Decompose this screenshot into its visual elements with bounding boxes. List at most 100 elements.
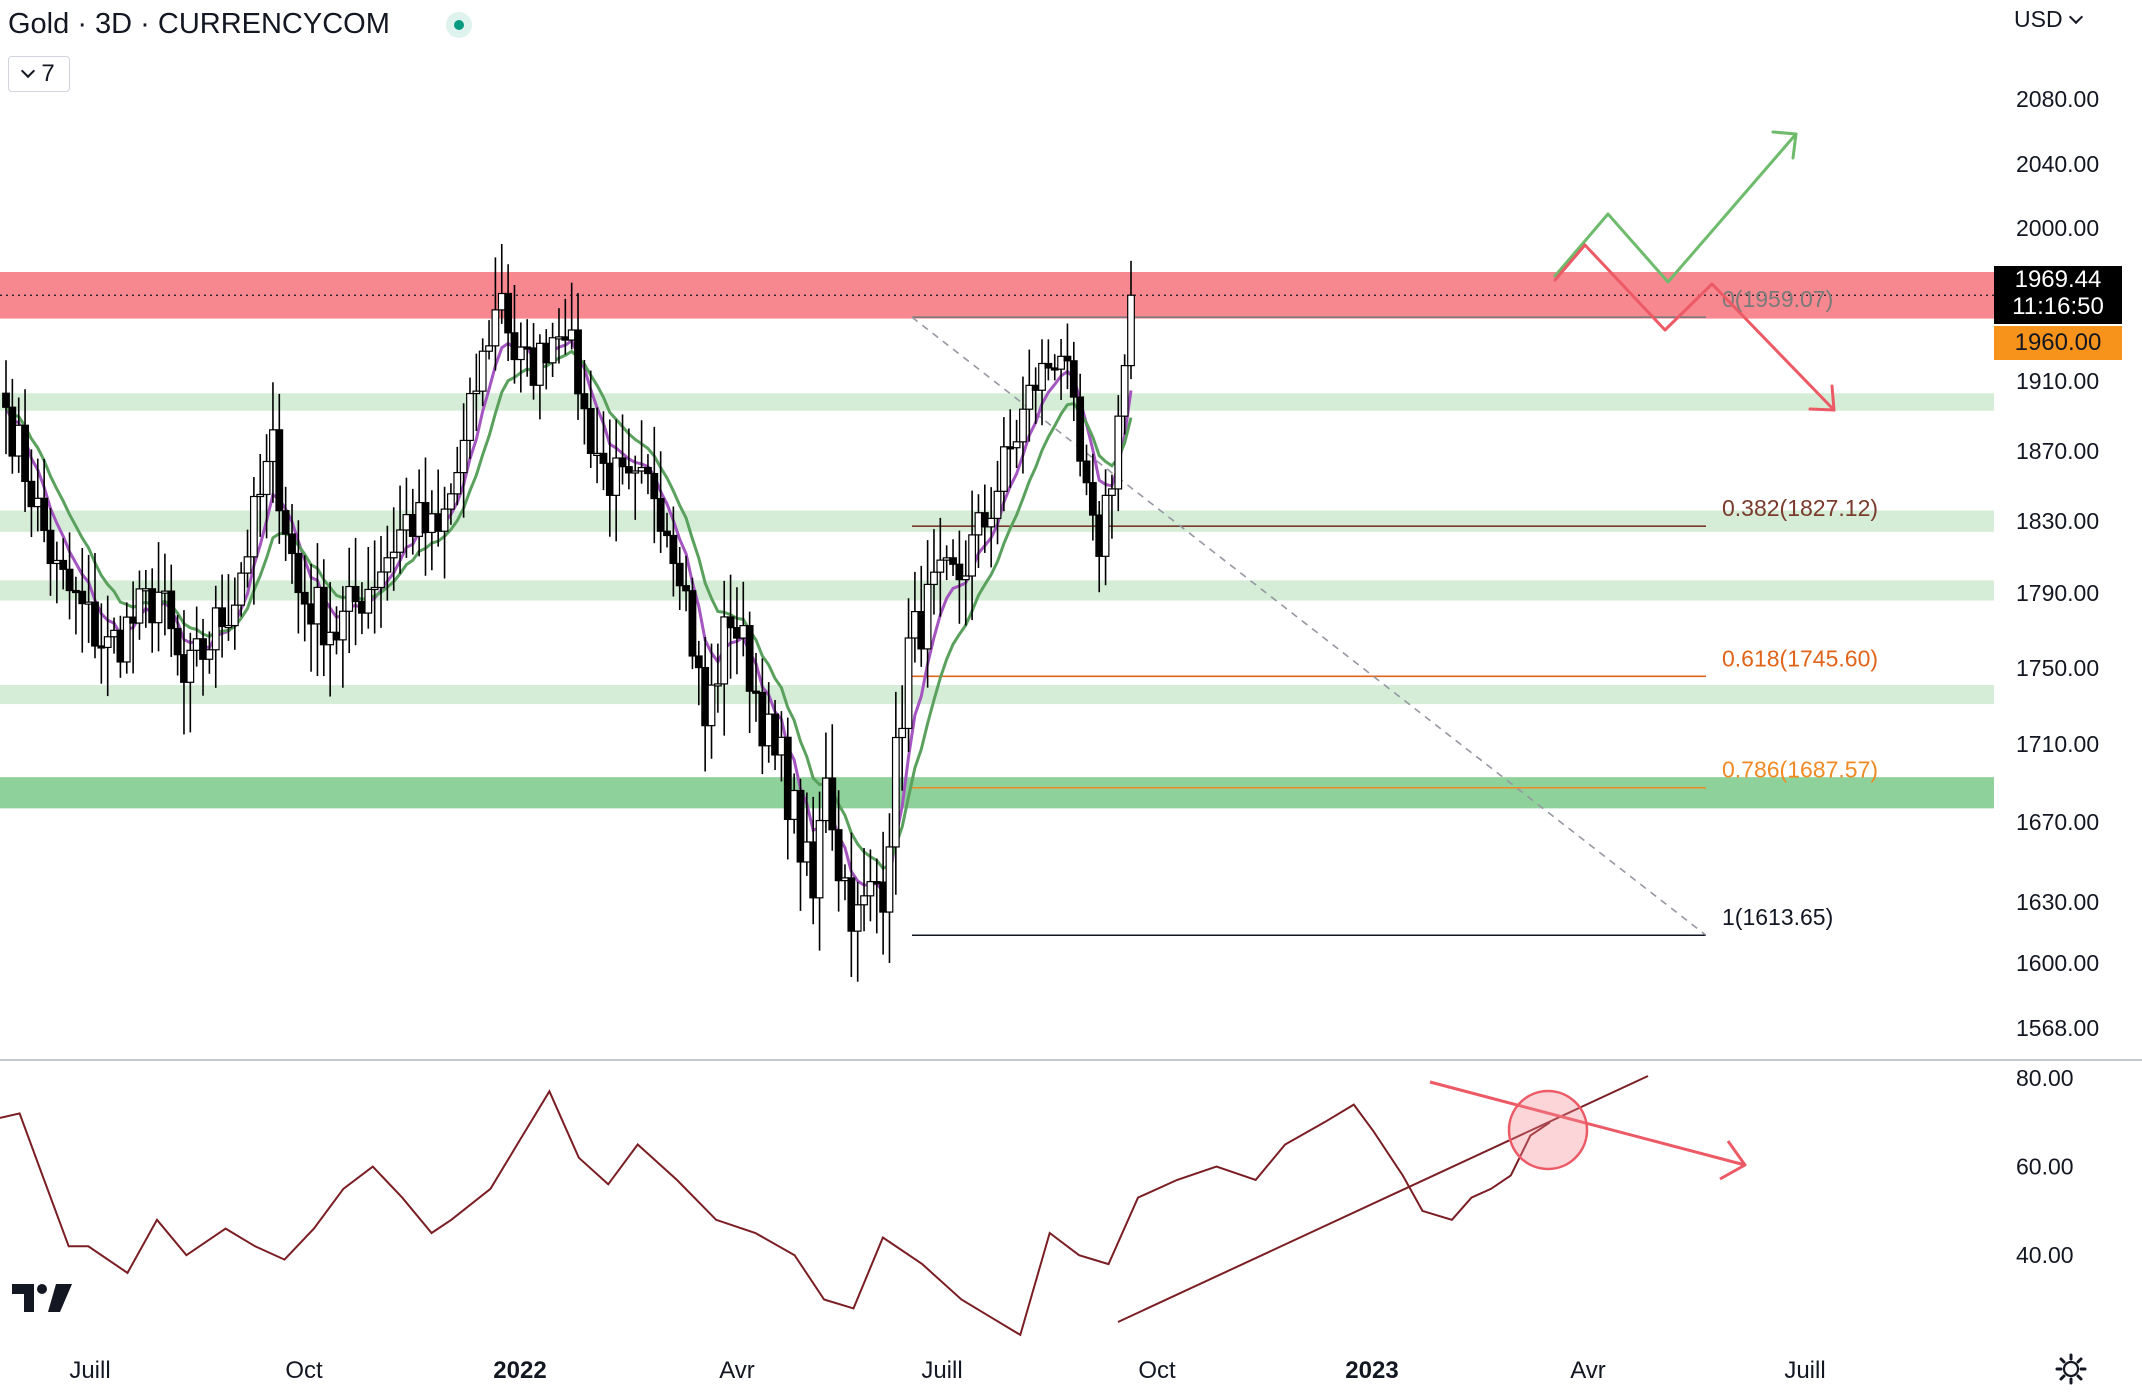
currency-button[interactable]: USD (2014, 6, 2083, 33)
candle (860, 848, 868, 932)
candle-up (14, 424, 23, 457)
time-tick: Avr (719, 1357, 755, 1384)
candle (542, 329, 551, 390)
candle (955, 530, 964, 624)
candle-up (987, 517, 996, 528)
candle (866, 849, 875, 922)
price-tick: 1710.00 (2016, 731, 2099, 757)
candle-down (529, 347, 538, 386)
bar-countdown: 11:16:50 (2012, 293, 2104, 320)
candle (942, 545, 951, 581)
candle (1012, 419, 1021, 469)
candle (154, 542, 163, 652)
indicator-count: 7 (41, 60, 55, 87)
candle-down (605, 462, 614, 496)
candle-up (459, 439, 468, 474)
candle-up (1114, 415, 1123, 490)
collapse-indicators-button[interactable]: 7 (8, 56, 70, 92)
candle-up (205, 649, 214, 660)
candle (262, 434, 271, 539)
candle-up (313, 586, 322, 625)
candle (389, 507, 398, 591)
axes-layer: 2080.00 2040.00 2000.00 1910.00 1870.00 1830.… (69, 86, 2099, 1384)
candle-up (898, 727, 907, 739)
candle-up (110, 629, 118, 638)
candle (847, 832, 856, 978)
candle (427, 490, 436, 571)
candle-up (453, 471, 462, 495)
settings-gear-icon[interactable] (2054, 1352, 2088, 1386)
tradingview-logo[interactable] (12, 1282, 76, 1314)
candle-up (739, 624, 748, 639)
candle-down (650, 472, 659, 500)
candle-down (59, 559, 68, 570)
candle (256, 454, 265, 537)
candle-up (720, 616, 729, 685)
candle-up (396, 529, 404, 553)
currency-label: USD (2014, 6, 2063, 32)
candle-down (561, 336, 570, 341)
candle (904, 598, 913, 752)
candle (91, 552, 99, 659)
candle-down (1044, 362, 1053, 369)
last-price-value: 1969.44 (2014, 266, 2102, 293)
candle-up (377, 571, 385, 589)
candle-down (307, 603, 315, 625)
candle (663, 512, 671, 548)
candle-down (434, 513, 443, 532)
candle (421, 457, 430, 576)
price-tick: 1790.00 (2016, 580, 2099, 606)
time-tick: Oct (285, 1357, 323, 1384)
candle (40, 458, 49, 543)
candle-down (1050, 367, 1059, 371)
candle (961, 540, 970, 626)
candle-down (408, 514, 417, 537)
candle-up (885, 846, 894, 913)
candle (891, 691, 900, 895)
candle-up (269, 429, 277, 463)
candle (930, 529, 938, 615)
candle (701, 637, 710, 772)
candle-down (847, 877, 856, 932)
candle (466, 377, 474, 460)
candle-up (910, 611, 919, 639)
candle (574, 293, 582, 420)
candle-down (828, 777, 837, 831)
candle (186, 632, 195, 733)
candle-down (580, 393, 589, 410)
candle-up (383, 557, 392, 573)
zones-layer (0, 272, 1994, 809)
candle-down (745, 624, 754, 692)
price-tick: 1568.00 (2016, 1015, 2099, 1041)
candle (21, 389, 29, 512)
candle-up (141, 588, 150, 592)
candle (631, 455, 640, 520)
candle (504, 264, 513, 362)
candle-down (199, 638, 207, 660)
candle-down (358, 600, 366, 614)
projection-arrows-layer (1553, 130, 1836, 412)
candle-down (40, 497, 49, 531)
candle (523, 319, 532, 377)
candle (599, 411, 608, 491)
candle (771, 699, 779, 771)
candle (1101, 469, 1110, 586)
candle-down (21, 424, 29, 482)
candle-down (980, 512, 989, 528)
candle (726, 574, 735, 679)
candle (1044, 339, 1053, 381)
candle-up (440, 508, 449, 532)
candle (1025, 349, 1034, 442)
candle-up (186, 649, 195, 683)
candle (249, 476, 258, 605)
candle-down (288, 533, 296, 555)
candle-up (224, 624, 233, 629)
candle-down (129, 616, 138, 624)
candle (1019, 376, 1027, 474)
candle-up (230, 604, 239, 627)
symbol-title[interactable]: Gold · 3D · CURRENCYCOM (8, 8, 390, 40)
candle-down (675, 562, 684, 587)
candles-layer (2, 243, 1135, 982)
candle-down (542, 342, 551, 364)
candle (898, 685, 907, 791)
